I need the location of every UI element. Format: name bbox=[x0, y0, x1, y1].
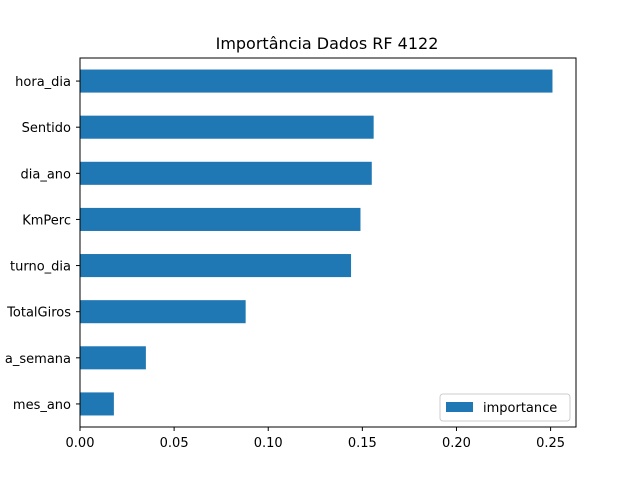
bar-mes-ano bbox=[80, 392, 114, 416]
y-tick-label: turno_dia bbox=[10, 260, 71, 275]
y-tick-label: a_semana bbox=[5, 352, 71, 367]
bar-sentido bbox=[80, 115, 374, 139]
plot-frame bbox=[79, 57, 577, 428]
legend: importance bbox=[439, 393, 571, 422]
y-tick-label: dia_ano bbox=[21, 167, 72, 182]
y-axis: hora_dia Sentido dia_ano KmPerc turno_dia Tot… bbox=[5, 75, 80, 413]
x-tick-label: 0.10 bbox=[254, 436, 283, 451]
x-tick-label: 0.05 bbox=[160, 436, 189, 451]
y-tick-label: TotalGiros bbox=[6, 306, 71, 321]
x-tick-label: 0.20 bbox=[442, 436, 471, 451]
bars-group bbox=[80, 69, 553, 416]
bar-totalgiros bbox=[80, 300, 246, 324]
bar-turno-dia bbox=[80, 254, 352, 278]
y-tick-label: KmPerc bbox=[22, 213, 71, 228]
bar-dia-ano bbox=[80, 161, 372, 185]
legend-swatch bbox=[446, 402, 473, 412]
legend-label: importance bbox=[483, 401, 557, 416]
y-tick-label: mes_ano bbox=[13, 398, 71, 413]
y-tick-label: Sentido bbox=[22, 121, 71, 136]
bar-kmperc bbox=[80, 207, 361, 231]
x-tick-label: 0.25 bbox=[536, 436, 565, 451]
chart-title: Importância Dados RF 4122 bbox=[216, 34, 439, 53]
x-tick-label: 0.00 bbox=[66, 436, 95, 451]
bar-a-semana bbox=[80, 346, 146, 370]
legend-box bbox=[439, 393, 571, 422]
x-tick-label: 0.15 bbox=[348, 436, 377, 451]
y-tick-label: hora_dia bbox=[15, 75, 71, 90]
x-axis: 0.00 0.05 0.10 0.15 0.20 0.25 bbox=[66, 427, 565, 451]
bar-hora-dia bbox=[80, 69, 553, 93]
